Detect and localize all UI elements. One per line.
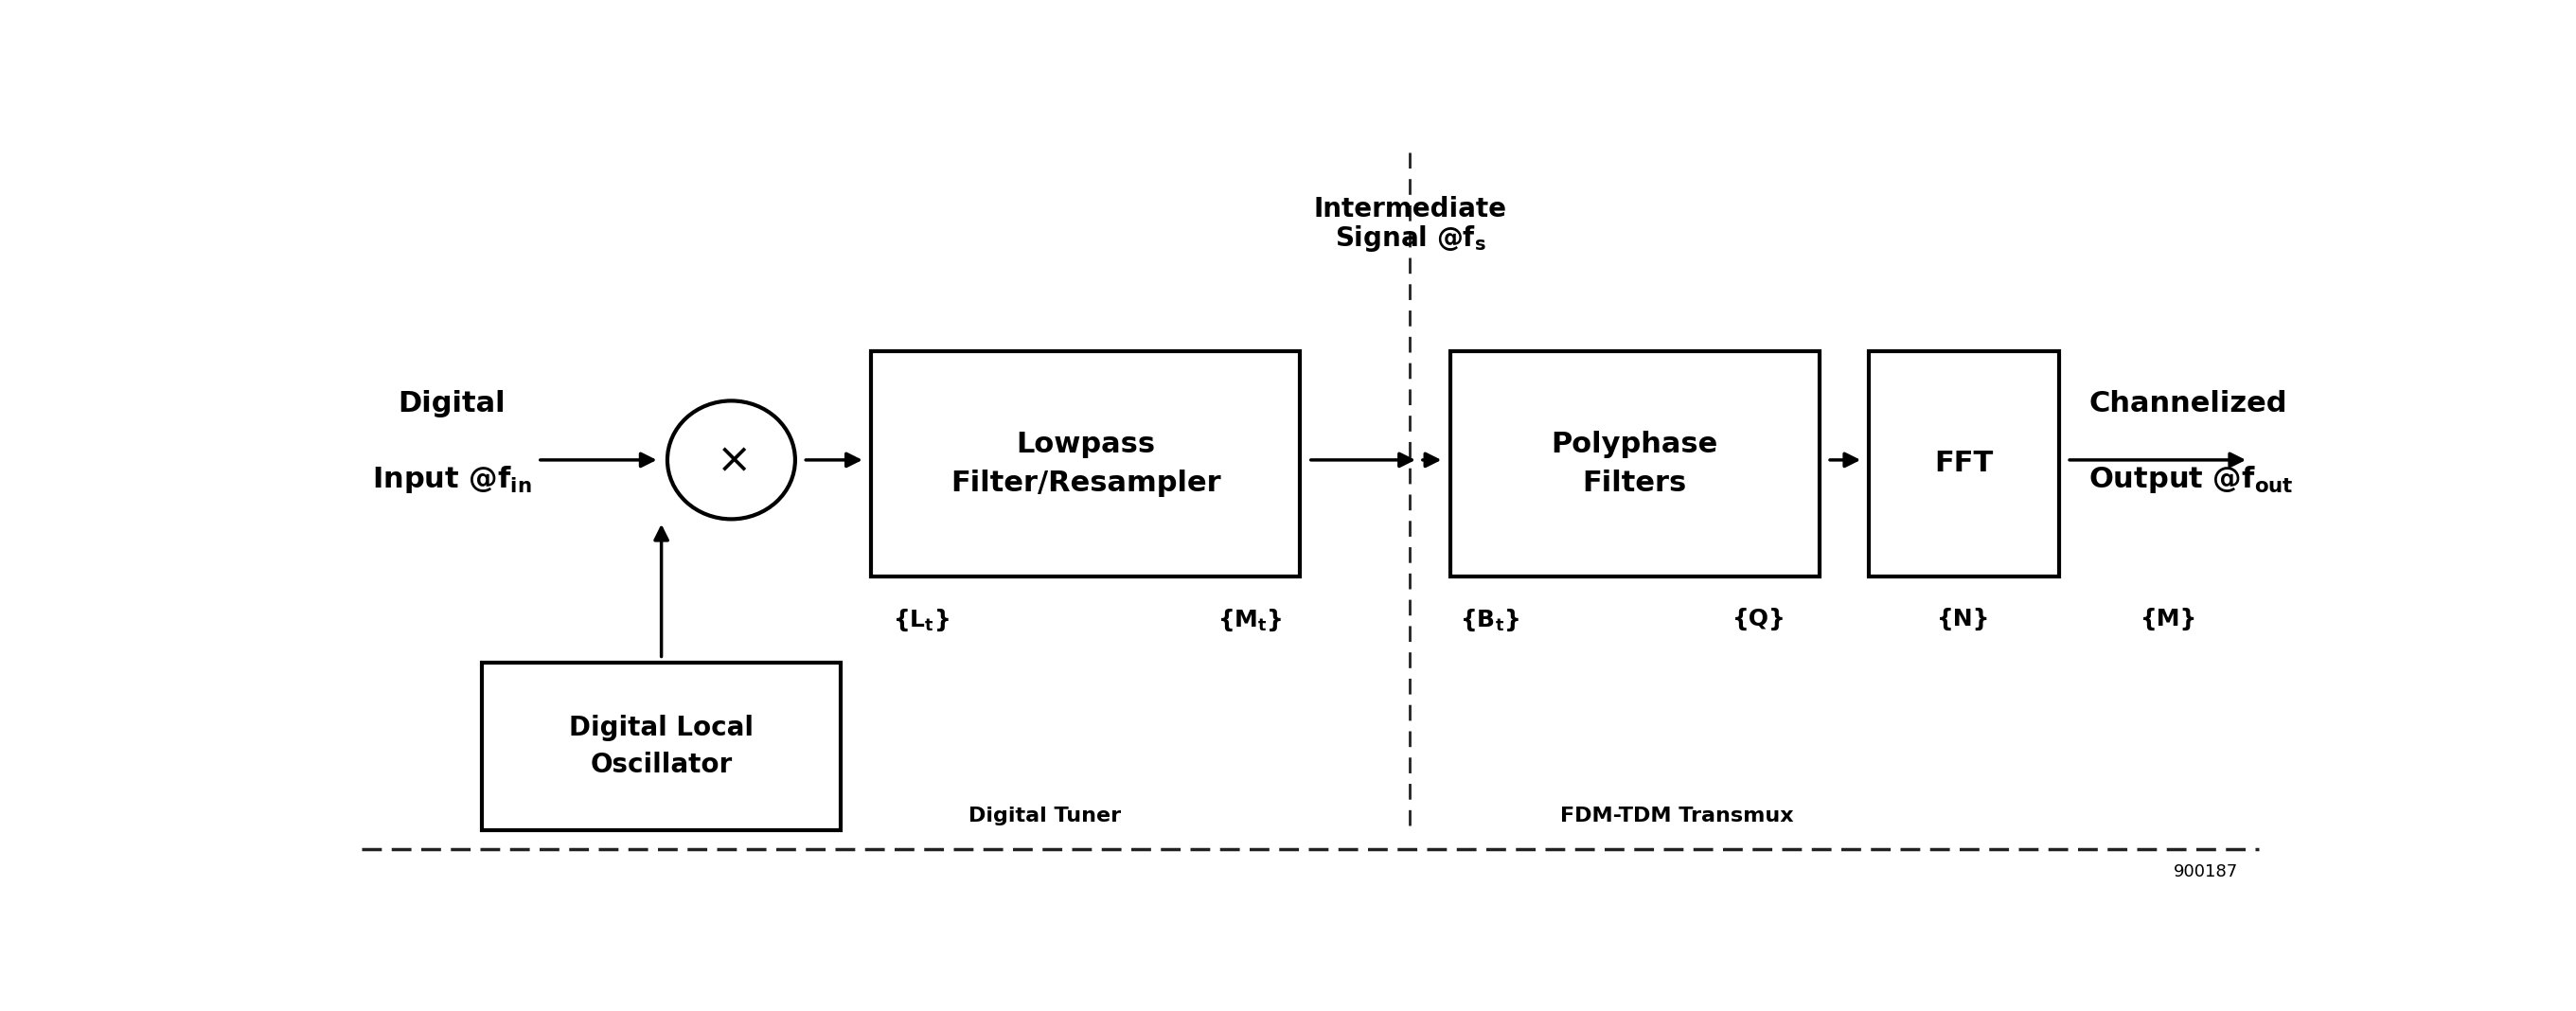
Text: Output @f$_{\mathregular{out}}$: Output @f$_{\mathregular{out}}$ [2089, 464, 2293, 495]
Text: FDM-TDM Transmux: FDM-TDM Transmux [1561, 807, 1793, 826]
Text: {M}: {M} [2141, 608, 2197, 631]
Text: Digital Local
Oscillator: Digital Local Oscillator [569, 715, 755, 777]
Text: Digital: Digital [397, 389, 505, 418]
Text: Channelized: Channelized [2089, 389, 2287, 418]
Text: Intermediate: Intermediate [1314, 196, 1507, 222]
Bar [871, 351, 1301, 576]
Text: {N}: {N} [1937, 608, 1991, 631]
Text: Digital Tuner: Digital Tuner [969, 807, 1121, 826]
Bar [1450, 351, 1819, 576]
Text: Input @f$_{\mathregular{in}}$: Input @f$_{\mathregular{in}}$ [371, 464, 531, 495]
Text: {B$_{\mathregular{t}}$}: {B$_{\mathregular{t}}$} [1461, 608, 1520, 634]
Bar [1870, 351, 2058, 576]
Text: FFT: FFT [1935, 450, 1994, 477]
Text: {Q}: {Q} [1734, 608, 1785, 631]
Text: 900187: 900187 [2174, 863, 2239, 881]
Text: Signal @f$_{\mathregular{s}}$: Signal @f$_{\mathregular{s}}$ [1334, 223, 1486, 254]
Bar [482, 662, 842, 830]
Text: $\times$: $\times$ [716, 440, 747, 480]
Text: {M$_{\mathregular{t}}$}: {M$_{\mathregular{t}}$} [1218, 608, 1283, 634]
Text: Polyphase
Filters: Polyphase Filters [1551, 431, 1718, 496]
Text: Lowpass
Filter/Resampler: Lowpass Filter/Resampler [951, 431, 1221, 496]
Text: {L$_{\mathregular{t}}$}: {L$_{\mathregular{t}}$} [894, 608, 948, 634]
